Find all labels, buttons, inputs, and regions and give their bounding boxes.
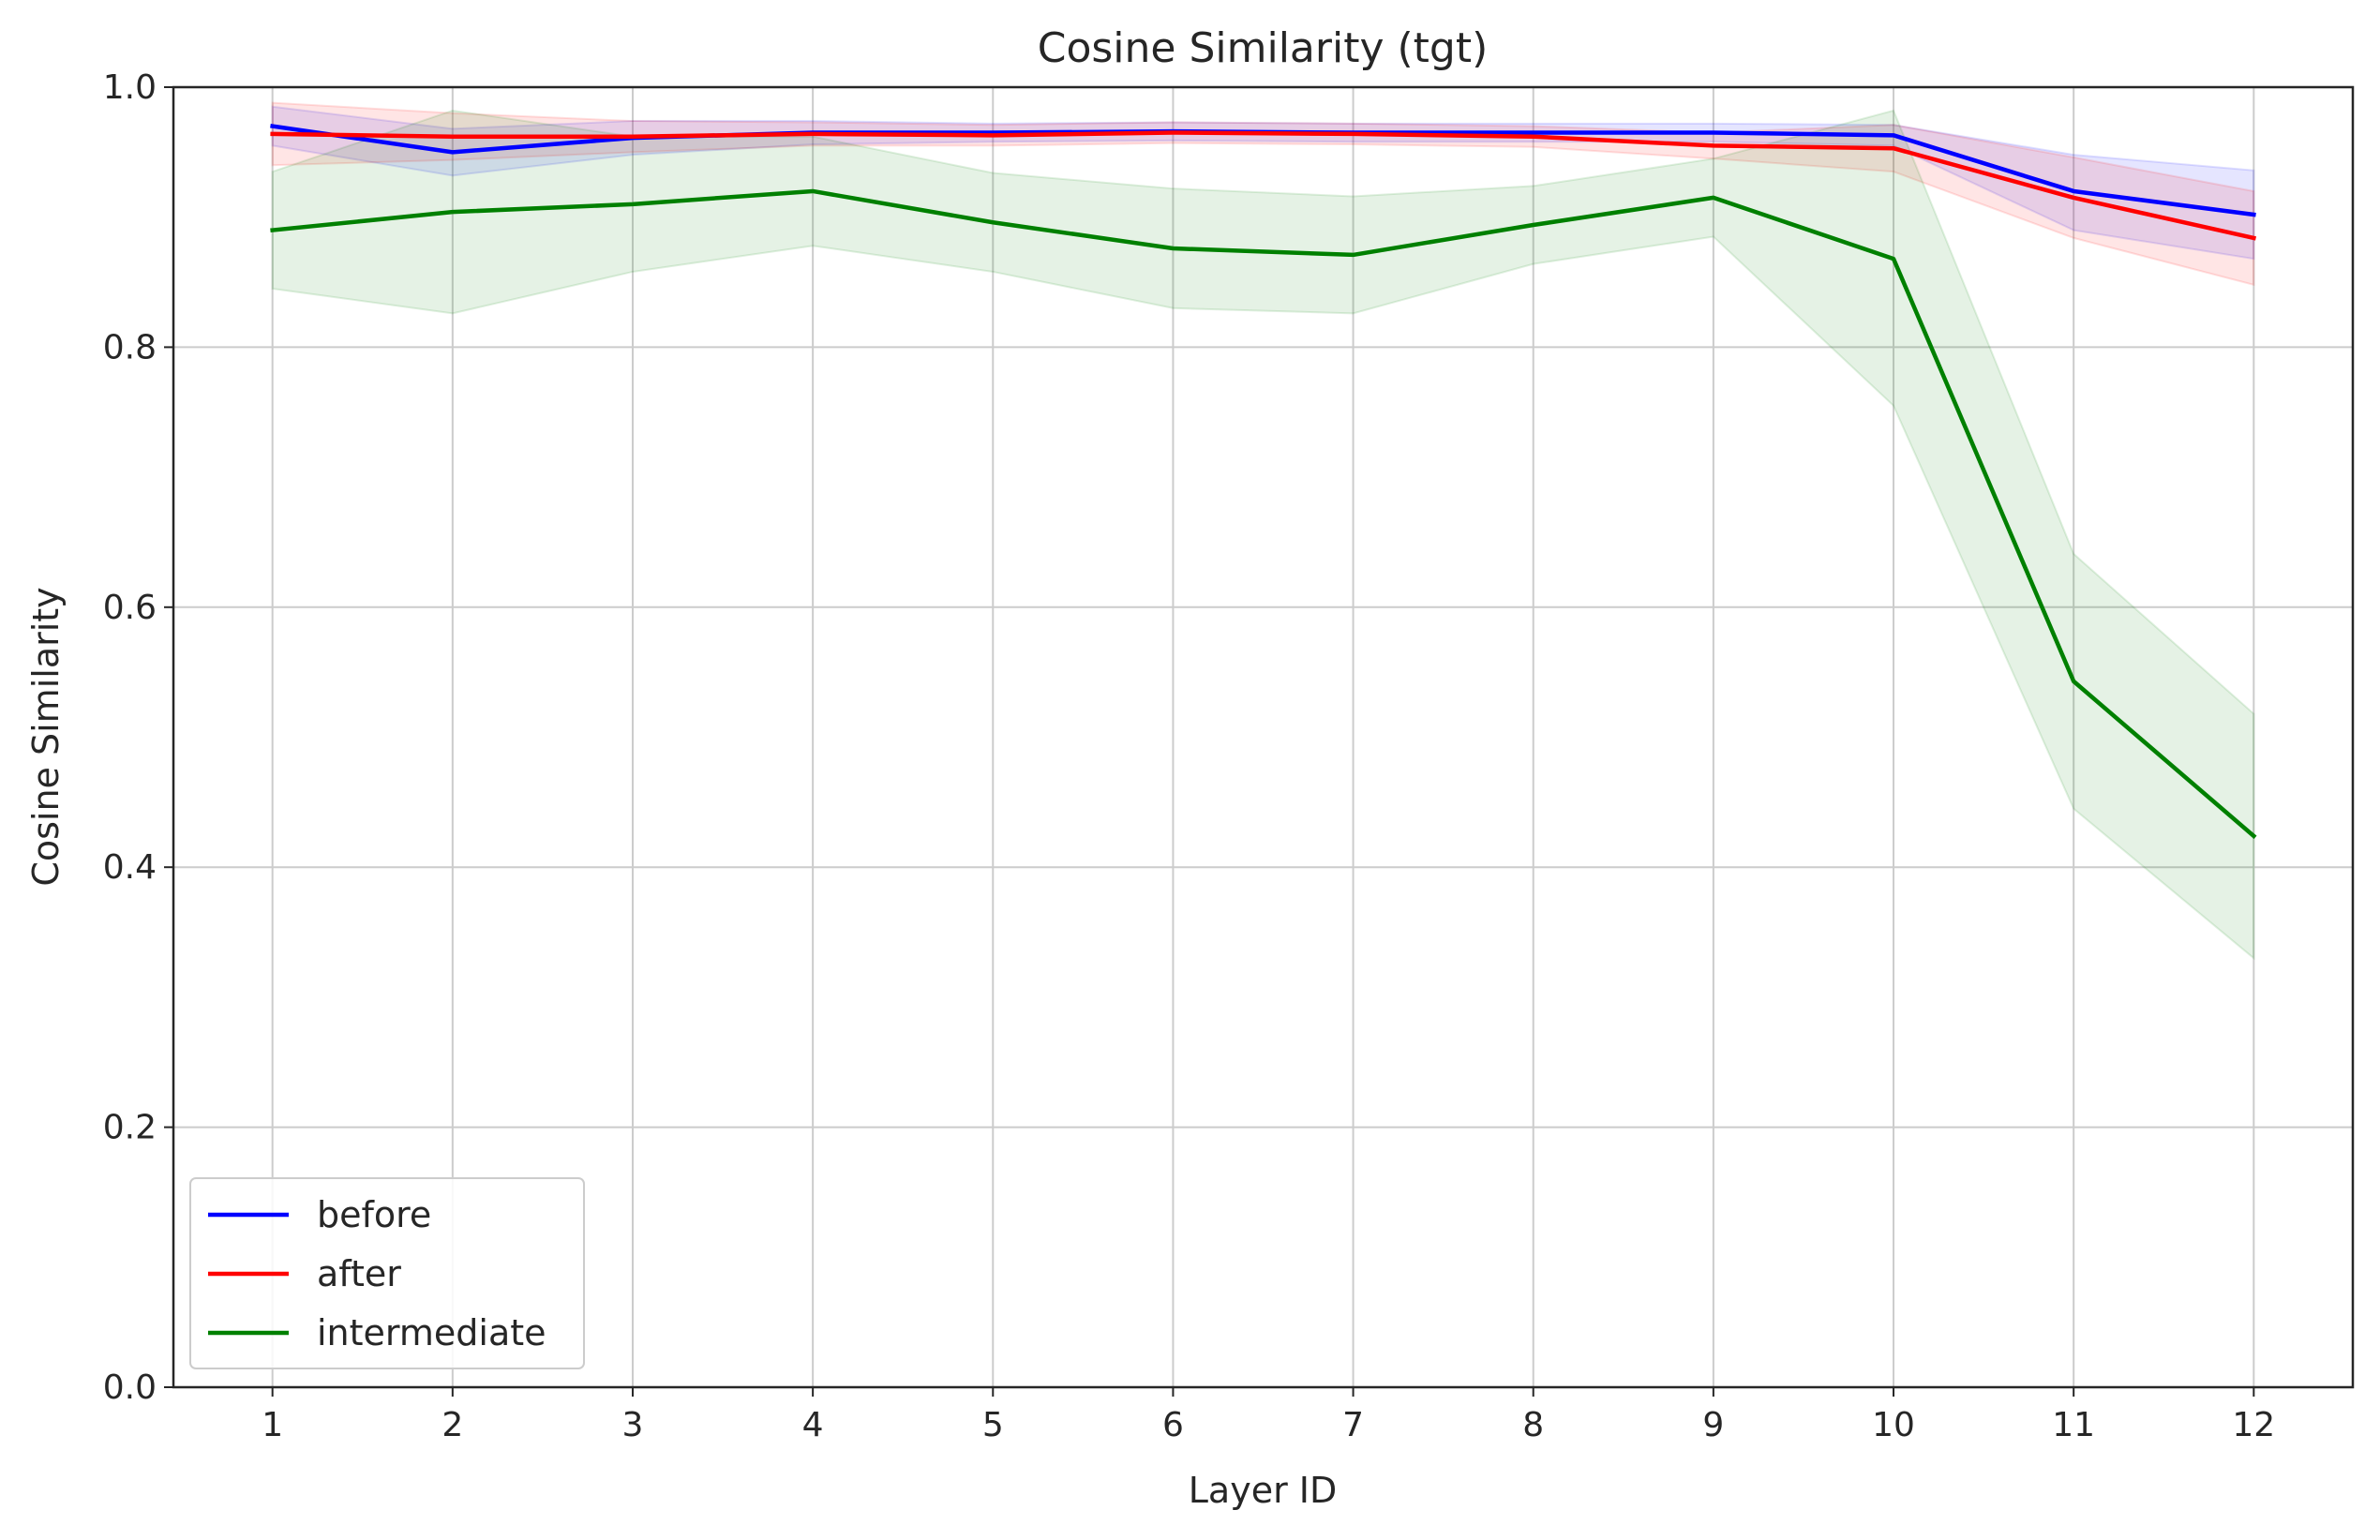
y-tick-label: 0.8 — [103, 328, 157, 366]
legend-label-after: after — [317, 1253, 401, 1294]
y-tick-label: 0.2 — [103, 1109, 157, 1147]
x-tick-label: 1 — [262, 1406, 283, 1444]
x-tick-label: 3 — [622, 1406, 644, 1444]
y-tick-label: 0.6 — [103, 589, 157, 627]
y-axis-label: Cosine Similarity — [25, 587, 67, 886]
x-axis-label: Layer ID — [1189, 1470, 1338, 1511]
legend: before after intermediate — [190, 1178, 584, 1368]
x-tick-label: 2 — [442, 1406, 463, 1444]
legend-label-before: before — [317, 1194, 431, 1235]
legend-label-intermediate: intermediate — [317, 1312, 546, 1353]
x-tick-label: 4 — [802, 1406, 824, 1444]
x-tick-label: 5 — [982, 1406, 1004, 1444]
y-tick-label: 0.0 — [103, 1368, 157, 1407]
x-tick-label: 12 — [2232, 1406, 2275, 1444]
x-tick-label: 10 — [1872, 1406, 1915, 1444]
x-tick-label: 7 — [1342, 1406, 1364, 1444]
y-tick-label: 1.0 — [103, 68, 157, 107]
chart-title: Cosine Similarity (tgt) — [1038, 24, 1489, 72]
x-tick-label: 9 — [1702, 1406, 1724, 1444]
y-tick-label: 0.4 — [103, 848, 157, 887]
x-tick-label: 6 — [1162, 1406, 1184, 1444]
x-tick-label: 8 — [1522, 1406, 1544, 1444]
x-tick-label: 11 — [2052, 1406, 2095, 1444]
